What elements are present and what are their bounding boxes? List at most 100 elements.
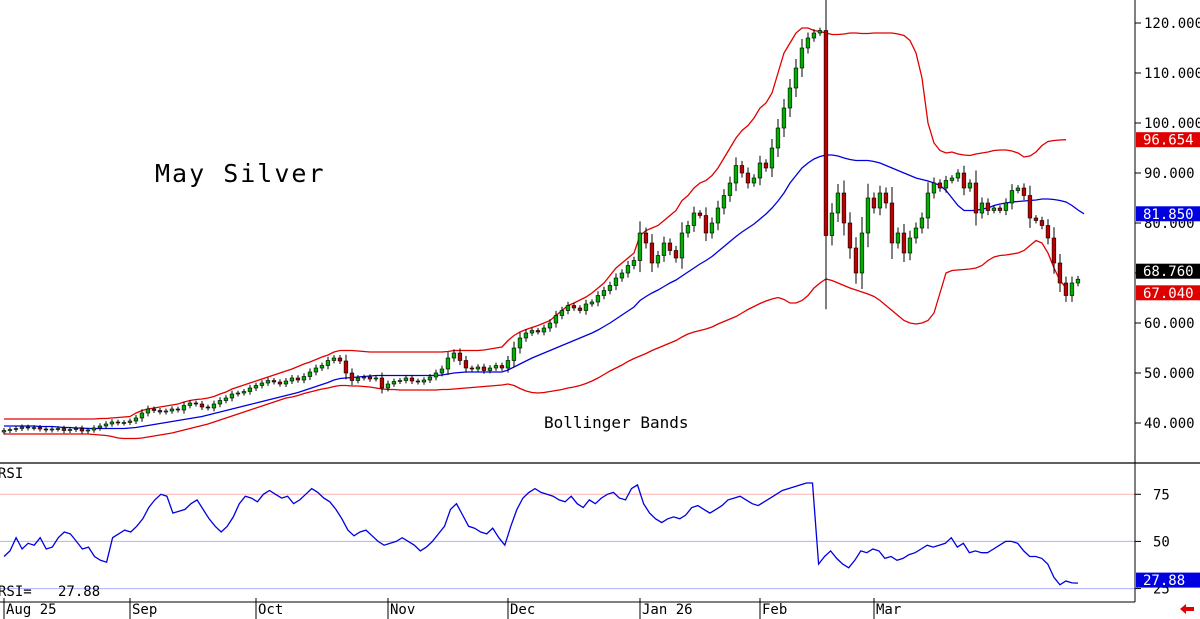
candle-body — [259, 382, 265, 386]
candle — [259, 380, 265, 389]
candle — [1021, 183, 1027, 201]
candle-body — [883, 192, 889, 204]
candle — [193, 400, 199, 407]
candle-body — [199, 403, 205, 408]
candle-body — [589, 301, 595, 305]
candle — [757, 155, 763, 186]
candle — [931, 177, 937, 199]
candle-body — [769, 147, 775, 169]
candle-body — [1, 430, 7, 433]
candle-body — [337, 357, 343, 362]
candle-body — [229, 393, 235, 399]
x-tick-label: Sep — [132, 602, 157, 618]
candle-body — [997, 207, 1003, 211]
candle-body — [67, 429, 73, 431]
candle-body — [619, 272, 625, 279]
candle — [121, 420, 127, 426]
candle-body — [787, 87, 793, 109]
candle-body — [343, 360, 349, 374]
price-tick-label: 100.000 — [1144, 116, 1200, 132]
candle — [859, 217, 865, 289]
candle — [151, 406, 157, 414]
candle — [799, 39, 805, 77]
candle-body — [511, 347, 517, 361]
candle-body — [955, 172, 961, 179]
candle-body — [535, 330, 541, 333]
candle-body — [133, 417, 139, 422]
candle — [163, 408, 169, 415]
candle — [457, 348, 463, 366]
candle — [835, 184, 841, 222]
candle-body — [169, 408, 175, 412]
candle — [271, 377, 277, 385]
candle — [961, 165, 967, 196]
candle — [517, 332, 523, 354]
candle-body — [649, 242, 655, 264]
candle-body — [847, 222, 853, 249]
x-tick-label: Dec — [510, 602, 535, 618]
candle-body — [289, 377, 295, 382]
candle — [379, 372, 385, 394]
candle — [823, 0, 829, 310]
candle-body — [547, 322, 553, 329]
candle — [577, 305, 583, 314]
upper-band-tag-label: 96.654 — [1143, 133, 1194, 149]
candle-body — [37, 427, 43, 430]
candle-body — [139, 412, 145, 419]
candle-body — [595, 295, 601, 303]
lower-band-tag: 67.040 — [1136, 285, 1200, 302]
candle-body — [781, 107, 787, 129]
candle — [361, 374, 367, 381]
candle — [85, 427, 91, 434]
candle-body — [121, 422, 127, 424]
candle-body — [625, 265, 631, 274]
candle-body — [433, 372, 439, 378]
candle-body — [631, 260, 637, 266]
candle — [649, 234, 655, 272]
candle-body — [19, 426, 25, 429]
candle-body — [739, 165, 745, 174]
red-left-arrow-icon[interactable] — [1180, 604, 1194, 614]
rsi-guide-lines — [0, 493, 1135, 590]
price-axis-ticks: 40.00050.00060.00070.00080.00090.000100.… — [1135, 16, 1200, 432]
candle-body — [757, 162, 763, 179]
middle-band-tag-box — [1136, 206, 1200, 222]
candle-body — [1045, 225, 1051, 239]
candle-body — [211, 403, 217, 409]
candle-body — [1027, 195, 1033, 219]
candle-body — [721, 195, 727, 209]
candle — [91, 425, 97, 433]
candle — [661, 236, 667, 262]
bollinger-annotation: Bollinger Bands — [544, 413, 689, 432]
candle-body — [1063, 282, 1069, 296]
candle-body — [187, 402, 193, 406]
upper-band-tag-box — [1136, 132, 1200, 148]
candle-body — [427, 376, 433, 381]
candle — [979, 197, 985, 219]
candle — [787, 79, 793, 117]
candle — [295, 375, 301, 383]
candle — [31, 425, 37, 431]
candle — [409, 374, 415, 385]
candle-body — [1069, 282, 1075, 296]
candle-body — [397, 380, 403, 382]
candle — [505, 355, 511, 373]
candle — [991, 205, 997, 214]
candle — [805, 32, 811, 54]
bollinger-lower-line — [4, 239, 1067, 440]
candle — [775, 119, 781, 157]
candle — [49, 426, 55, 433]
candle-body — [709, 222, 715, 234]
candle-body — [799, 47, 805, 69]
candle — [949, 175, 955, 184]
candle — [79, 425, 85, 434]
candle — [925, 182, 931, 229]
candle — [631, 256, 637, 270]
candle-body — [1039, 220, 1045, 226]
last-price-tag: 68.760 — [1136, 263, 1200, 280]
candle-body — [55, 428, 61, 430]
candle — [217, 397, 223, 408]
